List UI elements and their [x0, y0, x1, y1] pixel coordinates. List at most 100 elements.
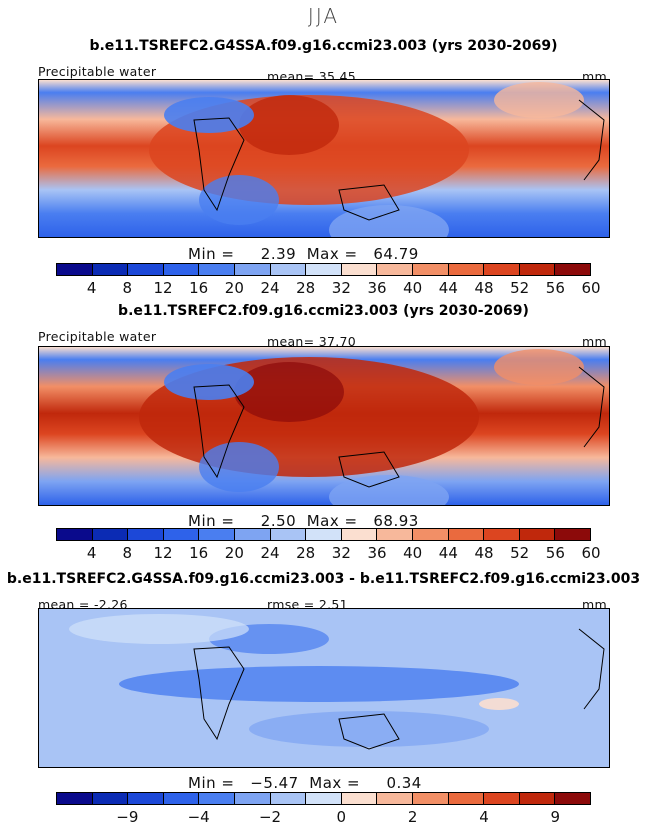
panel-3-title: b.e11.TSREFC2.G4SSA.f09.g16.ccmi23.003 -…	[6, 571, 641, 587]
colorbar-tick-label: 28	[296, 279, 316, 297]
colorbar-tick-label: 4	[479, 808, 489, 826]
colorbar-tick-label: 40	[403, 279, 423, 297]
colorbar-swatch	[199, 793, 235, 804]
colorbar-swatch	[128, 529, 164, 540]
colorbar-swatch	[341, 529, 378, 540]
colorbar-tick-label: 4	[86, 279, 97, 297]
colorbar-tick-label: 0	[336, 808, 347, 826]
colorbar-tick-label: 2	[407, 808, 418, 826]
colorbar-tick-label: 12	[153, 279, 173, 297]
colorbar-swatch	[163, 529, 200, 540]
colorbar-tick-label: 28	[296, 544, 316, 562]
panel-1-colorbar-ticks: 4 8 12 16 20 24 28 32 36 40 44 48 52 56 60	[56, 279, 601, 297]
colorbar-swatch	[92, 529, 129, 540]
colorbar-swatch	[199, 529, 235, 540]
colorbar-swatch	[412, 264, 449, 275]
colorbar-tick-label: 16	[189, 544, 209, 562]
colorbar-tick-label: 56	[545, 544, 565, 562]
panel-3-colorbar	[56, 792, 591, 805]
colorbar-swatch	[270, 793, 307, 804]
colorbar-tick-label: −9	[116, 808, 139, 826]
colorbar-tick-label: 24	[260, 279, 280, 297]
panel-2-min-max: Min = 2.50 Max = 68.93	[188, 512, 419, 530]
panel-2-colorbar	[56, 528, 591, 541]
colorbar-swatch	[448, 264, 485, 275]
panel-3-map-svg	[39, 609, 609, 767]
colorbar-swatch	[234, 793, 271, 804]
colorbar-tick-label: 56	[545, 279, 565, 297]
colorbar-swatch	[306, 793, 342, 804]
colorbar-swatch	[519, 793, 556, 804]
colorbar-swatch	[234, 529, 271, 540]
panel-3-colorbar-ticks: −9 −4 −2 0 2 4 9	[56, 808, 591, 826]
colorbar-tick-label: 48	[474, 544, 494, 562]
colorbar-swatch	[448, 793, 485, 804]
colorbar-swatch	[341, 264, 378, 275]
panel-1-map	[38, 79, 610, 238]
colorbar-swatch	[555, 793, 590, 804]
colorbar-tick-label: 20	[224, 544, 244, 562]
colorbar-tick-label: 16	[189, 279, 209, 297]
panel-2-units-label: mm	[582, 334, 607, 349]
season-title: JJA	[307, 4, 340, 28]
colorbar-tick-label: 44	[438, 544, 458, 562]
colorbar-tick-label: −4	[187, 808, 210, 826]
colorbar-tick-label: 8	[122, 279, 133, 297]
colorbar-swatch	[377, 264, 413, 275]
panel-1-map-svg	[39, 80, 609, 237]
colorbar-swatch	[128, 793, 164, 804]
colorbar-tick-label: 32	[331, 279, 351, 297]
panel-2-map	[38, 346, 610, 506]
colorbar-tick-label: 44	[438, 279, 458, 297]
colorbar-tick-label: 60	[581, 279, 601, 297]
colorbar-swatch	[377, 793, 413, 804]
colorbar-tick-label: 52	[510, 279, 530, 297]
colorbar-tick-label: 24	[260, 544, 280, 562]
colorbar-swatch	[163, 793, 200, 804]
panel-3-min-max: Min = −5.47 Max = 0.34	[188, 774, 422, 792]
colorbar-tick-label: 52	[510, 544, 530, 562]
colorbar-swatch	[163, 264, 200, 275]
colorbar-tick-label: 32	[331, 544, 351, 562]
panel-1-variable-label: Precipitable water	[38, 64, 157, 79]
panel-2-title: b.e11.TSREFC2.f09.g16.ccmi23.003 (yrs 20…	[118, 303, 529, 319]
colorbar-swatch	[412, 529, 449, 540]
colorbar-tick-label: 36	[367, 279, 387, 297]
colorbar-swatch	[57, 793, 93, 804]
colorbar-swatch	[128, 264, 164, 275]
colorbar-swatch	[270, 264, 307, 275]
colorbar-swatch	[306, 529, 342, 540]
colorbar-tick-label: 48	[474, 279, 494, 297]
colorbar-swatch	[234, 264, 271, 275]
colorbar-swatch	[92, 264, 129, 275]
colorbar-swatch	[484, 264, 520, 275]
panel-1-colorbar	[56, 263, 591, 276]
colorbar-tick-label: 20	[224, 279, 244, 297]
colorbar-swatch	[377, 529, 413, 540]
colorbar-swatch	[448, 529, 485, 540]
colorbar-swatch	[484, 529, 520, 540]
colorbar-swatch	[519, 264, 556, 275]
colorbar-swatch	[306, 264, 342, 275]
colorbar-swatch	[341, 793, 378, 804]
colorbar-swatch	[412, 793, 449, 804]
colorbar-tick-label: −2	[258, 808, 282, 826]
panel-1-min-max: Min = 2.39 Max = 64.79	[188, 245, 419, 263]
colorbar-swatch	[555, 264, 590, 275]
colorbar-swatch	[519, 529, 556, 540]
colorbar-swatch	[484, 793, 520, 804]
colorbar-tick-label: 9	[550, 808, 561, 826]
panel-2-mean-label: mean= 37.70	[267, 334, 356, 349]
panel-3-map	[38, 608, 610, 768]
panel-2-map-svg	[39, 347, 609, 505]
colorbar-tick-label: 40	[403, 544, 423, 562]
panel-1-title: b.e11.TSREFC2.G4SSA.f09.g16.ccmi23.003 (…	[89, 38, 558, 54]
colorbar-tick-label: 36	[367, 544, 387, 562]
colorbar-swatch	[270, 529, 307, 540]
colorbar-swatch	[92, 793, 129, 804]
colorbar-tick-label: 60	[581, 544, 601, 562]
panel-2-variable-label: Precipitable water	[38, 329, 157, 344]
colorbar-swatch	[555, 529, 590, 540]
colorbar-tick-label: 12	[153, 544, 173, 562]
panel-2-colorbar-ticks: 4 8 12 16 20 24 28 32 36 40 44 48 52 56 60	[56, 544, 601, 562]
